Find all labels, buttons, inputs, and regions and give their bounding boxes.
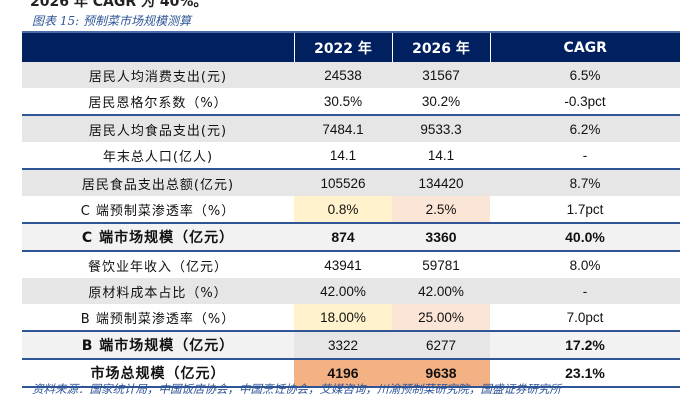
value-cagr: 1.7pct xyxy=(490,196,680,224)
value-2022: 4196 xyxy=(294,359,392,388)
value-cagr: 23.1% xyxy=(490,359,680,388)
value-2022: 874 xyxy=(294,223,392,252)
header-cagr: CAGR xyxy=(489,31,680,62)
value-2022: 43941 xyxy=(294,251,392,278)
table-row: 餐饮业年收入（亿元） 43941 59781 8.0% xyxy=(22,251,680,278)
value-cagr: 8.0% xyxy=(490,251,680,278)
row-label: B 端预制菜渗透率（%） xyxy=(22,304,294,332)
value-2022: 105526 xyxy=(294,169,392,196)
table-row-total-market-size: 市场总规模（亿元） 4196 9638 23.1% xyxy=(22,359,680,388)
value-cagr: - xyxy=(490,278,680,304)
value-2026: 9533.3 xyxy=(392,115,490,142)
row-label: 年末总人口(亿人) xyxy=(22,142,294,170)
row-label: 居民人均消费支出(元) xyxy=(22,62,294,88)
table-row: 居民人均食品支出(元) 7484.1 9533.3 6.2% xyxy=(22,115,680,142)
value-cagr: 8.7% xyxy=(490,169,680,196)
value-2022: 30.5% xyxy=(294,88,392,116)
table-header-row: 2022 年 2026 年 CAGR xyxy=(22,31,680,62)
value-2026: 25.00% xyxy=(392,304,490,332)
value-cagr: 6.2% xyxy=(490,115,680,142)
value-2026: 42.00% xyxy=(392,278,490,304)
market-size-table: 2022 年 2026 年 CAGR 居民人均消费支出(元) 24538 315… xyxy=(22,31,680,388)
table-row-c-market-size: C 端市场规模（亿元） 874 3360 40.0% xyxy=(22,223,680,252)
value-2026: 14.1 xyxy=(392,142,490,170)
table-row: C 端预制菜渗透率（%） 0.8% 2.5% 1.7pct xyxy=(22,196,680,224)
value-2026: 6277 xyxy=(392,331,490,360)
value-2026: 59781 xyxy=(392,251,490,278)
value-2026: 3360 xyxy=(392,223,490,252)
row-label: B 端市场规模（亿元） xyxy=(22,331,294,360)
table-row: 原材料成本占比（%） 42.00% 42.00% - xyxy=(22,278,680,304)
row-label: 市场总规模（亿元） xyxy=(22,359,294,388)
header-2022: 2022 年 xyxy=(293,31,392,62)
value-cagr: 40.0% xyxy=(490,223,680,252)
table-row: 居民人均消费支出(元) 24538 31567 6.5% xyxy=(22,62,680,88)
value-2022: 7484.1 xyxy=(294,115,392,142)
row-label: C 端市场规模（亿元） xyxy=(22,223,294,252)
figure-caption: 图表 15: 预制菜市场规模测算 xyxy=(32,14,191,28)
table-row: 居民恩格尔系数（%） 30.5% 30.2% -0.3pct xyxy=(22,88,680,116)
value-cagr: 6.5% xyxy=(490,62,680,88)
table-row: B 端预制菜渗透率（%） 18.00% 25.00% 7.0pct xyxy=(22,304,680,332)
value-cagr: -0.3pct xyxy=(490,88,680,116)
value-2022: 42.00% xyxy=(294,278,392,304)
row-label: 原材料成本占比（%） xyxy=(22,278,294,304)
source-note: 资料来源：国家统计局，中国饭店协会，中国烹饪协会，艾媒咨询，川渝预制菜研究院，国… xyxy=(32,382,561,396)
row-label: C 端预制菜渗透率（%） xyxy=(22,196,294,224)
table-row: 居民食品支出总额(亿元) 105526 134420 8.7% xyxy=(22,169,680,196)
value-2022: 0.8% xyxy=(294,196,392,224)
value-2026: 30.2% xyxy=(392,88,490,116)
table-row: 年末总人口(亿人) 14.1 14.1 - xyxy=(22,142,680,170)
table-row-b-market-size: B 端市场规模（亿元） 3322 6277 17.2% xyxy=(22,331,680,360)
row-label: 居民恩格尔系数（%） xyxy=(22,88,294,116)
value-2026: 134420 xyxy=(392,169,490,196)
value-2026: 2.5% xyxy=(392,196,490,224)
value-cagr: 17.2% xyxy=(490,331,680,360)
header-2026: 2026 年 xyxy=(391,31,490,62)
value-2022: 14.1 xyxy=(294,142,392,170)
row-label: 居民食品支出总额(亿元) xyxy=(22,169,294,196)
value-cagr: 7.0pct xyxy=(490,304,680,332)
value-2026: 9638 xyxy=(392,359,490,388)
value-2026: 31567 xyxy=(392,62,490,88)
value-2022: 24538 xyxy=(294,62,392,88)
value-2022: 18.00% xyxy=(294,304,392,332)
previous-paragraph-text: 2026 年 CAGR 为 40%。 xyxy=(30,0,208,10)
row-label: 餐饮业年收入（亿元） xyxy=(22,251,294,278)
value-2022: 3322 xyxy=(294,331,392,360)
header-label xyxy=(22,31,294,62)
row-label: 居民人均食品支出(元) xyxy=(22,115,294,142)
value-cagr: - xyxy=(490,142,680,170)
